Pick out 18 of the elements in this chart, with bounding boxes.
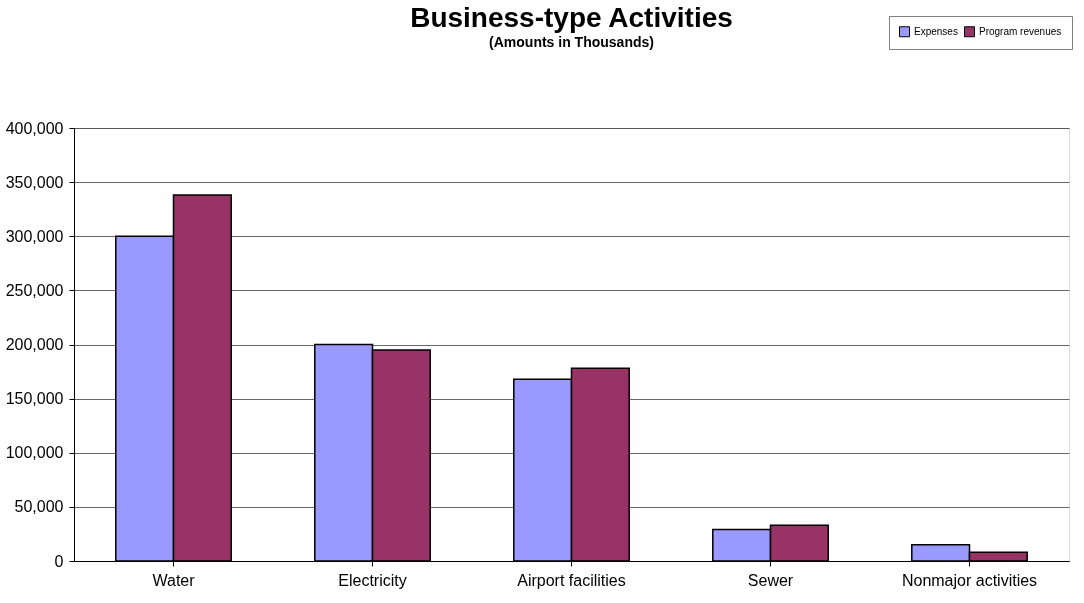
chart-title: Business-type Activities [410, 2, 733, 33]
y-tick-label: 50,000 [14, 498, 64, 516]
x-tick-label: Water [152, 571, 196, 589]
x-tick-label: Electricity [338, 571, 407, 589]
y-tick-label: 100,000 [5, 444, 64, 462]
y-tick-label: 350,000 [5, 173, 64, 191]
y-tick-label: 0 [54, 552, 64, 570]
y-tick-label: 400,000 [5, 119, 64, 137]
y-tick-label: 200,000 [5, 336, 64, 353]
y-tick-label: 250,000 [5, 281, 64, 299]
x-tick-label: Airport facilities [517, 571, 626, 589]
chart-subtitle: (Amounts in Thousands) [489, 34, 654, 50]
legend-label: Program revenues [979, 25, 1062, 37]
y-tick-label: 300,000 [5, 227, 64, 245]
x-tick-label: Sewer [747, 571, 794, 589]
legend-label: Expenses [914, 25, 958, 37]
x-tick-label: Nonmajor activities [901, 571, 1038, 589]
y-tick-label: 150,000 [5, 390, 64, 408]
